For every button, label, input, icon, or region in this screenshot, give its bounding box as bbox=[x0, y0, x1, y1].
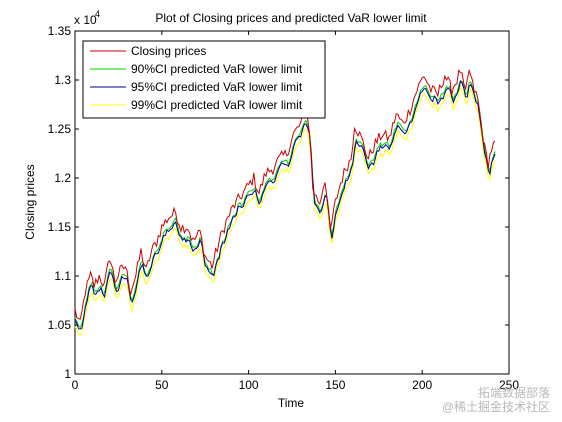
legend: Closing prices 90%CI predicted VaR lower … bbox=[82, 40, 326, 119]
legend-box bbox=[82, 40, 326, 119]
x-tick-label: 250 bbox=[499, 378, 519, 392]
x-tick-label: 100 bbox=[239, 378, 259, 392]
y-axis-label: Closing prices bbox=[23, 164, 37, 239]
watermark: 拓端数据部落 @稀土掘金技术社区 bbox=[442, 386, 550, 414]
y-tick-label: 1.3 bbox=[54, 73, 71, 87]
x-axis-label: Time bbox=[278, 396, 305, 410]
watermark-line1: 拓端数据部落 bbox=[477, 386, 550, 400]
y-tick-label: 1 bbox=[64, 367, 71, 381]
legend-label-1: 90%CI predicted VaR lower limit bbox=[131, 62, 303, 76]
watermark-line2: @稀土掘金技术社区 bbox=[441, 400, 550, 414]
y-tick-label: 1.15 bbox=[48, 220, 72, 234]
legend-label-0: Closing prices bbox=[131, 44, 206, 58]
series-layer bbox=[74, 68, 496, 336]
series-line-1 bbox=[74, 80, 496, 329]
y-tick-label: 1.1 bbox=[54, 269, 71, 283]
legend-label-2: 95%CI predicted VaR lower limit bbox=[131, 80, 303, 94]
y-tick-label: 1.05 bbox=[48, 318, 72, 332]
axis-ticks bbox=[74, 30, 510, 375]
tick-labels: 0 50 100 150 200 250 1 1.05 1.1 1.15 1.2 1.25 1.3 1.3… bbox=[48, 24, 520, 392]
chart-title: Plot of Closing prices and predicted VaR… bbox=[155, 11, 427, 25]
x-tick-label: 0 bbox=[72, 378, 79, 392]
legend-label-3: 99%CI predicted VaR lower limit bbox=[131, 98, 303, 112]
series-line-2 bbox=[74, 80, 496, 330]
y-tick-label: 1.25 bbox=[48, 122, 72, 136]
y-exponent-label: x 10 bbox=[74, 13, 97, 27]
y-exponent-power: 4 bbox=[95, 9, 100, 19]
series-line-3 bbox=[74, 85, 496, 336]
legend-items: Closing prices 90%CI predicted VaR lower … bbox=[90, 44, 303, 112]
x-tick-label: 200 bbox=[412, 378, 432, 392]
x-tick-label: 50 bbox=[155, 378, 169, 392]
y-tick-label: 1.35 bbox=[48, 24, 72, 38]
x-tick-label: 150 bbox=[325, 378, 345, 392]
series-line-0 bbox=[74, 68, 496, 320]
y-tick-label: 1.2 bbox=[54, 171, 71, 185]
